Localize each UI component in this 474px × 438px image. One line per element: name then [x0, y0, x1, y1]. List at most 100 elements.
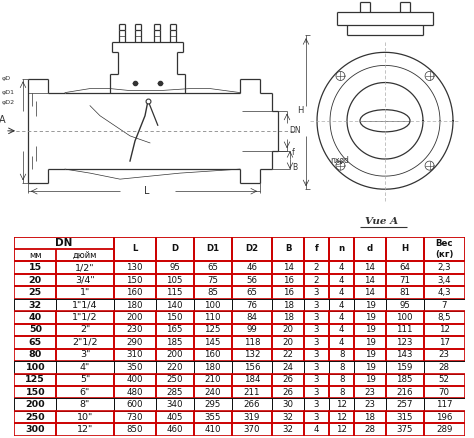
- Text: B: B: [285, 244, 292, 254]
- Text: DN: DN: [289, 126, 301, 135]
- Bar: [114, 299, 155, 311]
- Text: 350: 350: [127, 363, 143, 372]
- Text: 2": 2": [80, 325, 90, 335]
- Bar: [424, 349, 465, 361]
- Bar: [155, 374, 193, 386]
- Text: 8,5: 8,5: [437, 313, 451, 322]
- Text: 4: 4: [314, 425, 319, 434]
- Text: 14: 14: [365, 263, 375, 272]
- Text: 40: 40: [29, 313, 42, 322]
- Bar: [14, 274, 56, 286]
- Bar: [329, 374, 355, 386]
- Text: 1"1/4: 1"1/4: [72, 300, 98, 310]
- Text: 290: 290: [127, 338, 143, 347]
- Text: 19: 19: [365, 300, 375, 310]
- Text: 24: 24: [283, 363, 293, 372]
- Text: 32: 32: [283, 425, 293, 434]
- Text: 310: 310: [127, 350, 143, 359]
- Bar: [424, 336, 465, 349]
- Text: L: L: [132, 244, 137, 254]
- Text: 105: 105: [166, 276, 183, 285]
- Bar: [231, 386, 273, 399]
- Text: n: n: [338, 244, 345, 254]
- Bar: [424, 386, 465, 399]
- Bar: [386, 311, 424, 324]
- Text: 8: 8: [339, 363, 345, 372]
- Bar: [56, 374, 114, 386]
- Bar: [114, 261, 155, 274]
- Bar: [424, 274, 465, 286]
- Text: 405: 405: [166, 413, 183, 422]
- Bar: [193, 374, 231, 386]
- Bar: [114, 311, 155, 324]
- Bar: [273, 324, 304, 336]
- Bar: [56, 411, 114, 424]
- Text: 150: 150: [166, 313, 183, 322]
- Text: A: A: [0, 115, 5, 125]
- Text: 19: 19: [365, 363, 375, 372]
- Bar: [329, 261, 355, 274]
- Text: 111: 111: [396, 325, 413, 335]
- Text: 75: 75: [207, 276, 218, 285]
- Text: 3: 3: [314, 313, 319, 322]
- Text: мм: мм: [29, 251, 42, 260]
- Text: 4: 4: [339, 313, 345, 322]
- Bar: [424, 411, 465, 424]
- Bar: [193, 237, 231, 261]
- Bar: [386, 399, 424, 411]
- Text: 2: 2: [314, 263, 319, 272]
- Bar: [155, 324, 193, 336]
- Bar: [386, 374, 424, 386]
- Text: 20: 20: [283, 338, 293, 347]
- Text: 19: 19: [365, 338, 375, 347]
- Bar: [231, 237, 273, 261]
- Text: 400: 400: [127, 375, 143, 384]
- Bar: [155, 286, 193, 299]
- Text: 25: 25: [29, 288, 42, 297]
- Bar: [114, 399, 155, 411]
- Bar: [114, 386, 155, 399]
- Bar: [114, 424, 155, 436]
- Text: 250: 250: [26, 413, 45, 422]
- Text: 4: 4: [339, 263, 345, 272]
- Bar: [114, 286, 155, 299]
- Text: 100: 100: [204, 300, 221, 310]
- Bar: [273, 399, 304, 411]
- Bar: [386, 286, 424, 299]
- Text: 200: 200: [26, 400, 45, 409]
- Text: 3: 3: [314, 300, 319, 310]
- Text: 14: 14: [283, 263, 293, 272]
- Text: φD: φD: [2, 76, 11, 81]
- Text: 65: 65: [207, 263, 218, 272]
- Bar: [273, 299, 304, 311]
- Text: 150: 150: [127, 276, 143, 285]
- Bar: [193, 361, 231, 374]
- Bar: [329, 324, 355, 336]
- Bar: [355, 399, 386, 411]
- Bar: [355, 424, 386, 436]
- Bar: [355, 324, 386, 336]
- Text: 211: 211: [244, 388, 260, 397]
- Text: 156: 156: [244, 363, 260, 372]
- Bar: [386, 237, 424, 261]
- Text: 118: 118: [244, 338, 260, 347]
- Text: 28: 28: [365, 425, 375, 434]
- Bar: [273, 361, 304, 374]
- Text: 160: 160: [204, 350, 221, 359]
- Text: 19: 19: [365, 350, 375, 359]
- Bar: [355, 336, 386, 349]
- Text: 143: 143: [396, 350, 413, 359]
- Text: 850: 850: [127, 425, 143, 434]
- Bar: [355, 374, 386, 386]
- Text: B: B: [292, 162, 297, 172]
- Text: 19: 19: [365, 313, 375, 322]
- Bar: [155, 311, 193, 324]
- Text: 257: 257: [396, 400, 413, 409]
- Text: 20: 20: [29, 276, 42, 285]
- Bar: [14, 237, 114, 261]
- Text: 20: 20: [283, 325, 293, 335]
- Text: 230: 230: [127, 325, 143, 335]
- Text: 180: 180: [204, 363, 221, 372]
- Text: 4: 4: [339, 288, 345, 297]
- Bar: [355, 349, 386, 361]
